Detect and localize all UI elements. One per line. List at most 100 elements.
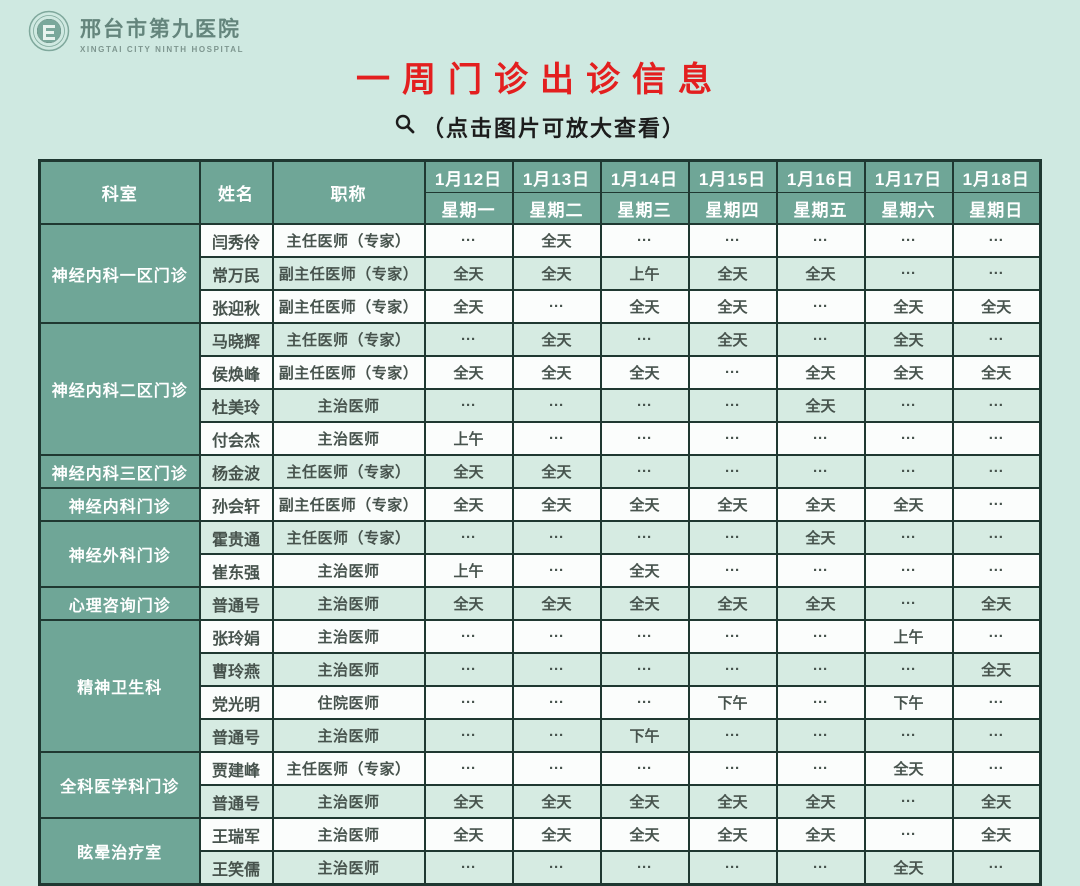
doctor-title-cell: 主治医师 xyxy=(271,718,426,753)
doctor-title-cell: 主治医师 xyxy=(271,421,426,456)
schedule-cell-day4: 全天 xyxy=(687,487,778,522)
schedule-cell-day1: 上午 xyxy=(423,553,514,588)
schedule-cell-day4: 全天 xyxy=(687,586,778,621)
schedule-cell-day7: 全天 xyxy=(951,586,1042,621)
table-row: 眩晕治疗室 王瑞军 主治医师 全天 全天 全天 全天 全天 ··· 全天 xyxy=(38,817,1042,886)
schedule-cell-day1: ··· xyxy=(423,520,514,555)
schedule-cell-day1: 全天 xyxy=(423,586,514,621)
day-weekday-header-5: 星期五 xyxy=(775,192,866,225)
hospital-logo-icon xyxy=(28,10,70,57)
schedule-cell-day5: ··· xyxy=(775,421,866,456)
schedule-cell-day2: 全天 xyxy=(511,223,602,258)
schedule-cell-day4: ··· xyxy=(687,718,778,753)
schedule-cell-day4: 下午 xyxy=(687,685,778,720)
table-row: 党光明 住院医师 ··· ··· ··· 下午 ··· 下午 ··· xyxy=(40,685,1042,720)
schedule-cell-day6: ··· xyxy=(863,652,954,687)
schedule-cell-day2: ··· xyxy=(511,520,602,555)
schedule-cell-day1: ··· xyxy=(423,751,514,786)
schedule-cell-day2: ··· xyxy=(511,718,602,753)
doctor-name-cell: 侯焕峰 xyxy=(198,355,274,390)
schedule-cell-day2: ··· xyxy=(511,619,602,654)
table-row: 精神卫生科 张玲娟 主治医师 ··· ··· ··· ··· ··· 上午 ··· xyxy=(38,619,1042,753)
doctor-name-cell: 崔东强 xyxy=(198,553,274,588)
col-header-name: 姓名 xyxy=(198,159,274,225)
schedule-cell-day2: ··· xyxy=(511,388,602,423)
department-cell: 神经内科门诊 xyxy=(38,487,201,522)
schedule-cell-day5: 全天 xyxy=(775,586,866,621)
schedule-cell-day7: 全天 xyxy=(951,784,1042,819)
header-row-dates: 科室 姓名 职称 1月12日 1月13日 1月14日 1月15日 1月16日 1月17日 1… xyxy=(38,159,1042,225)
day-weekday-header-3: 星期三 xyxy=(599,192,690,225)
schedule-cell-day3: 全天 xyxy=(599,553,690,588)
schedule-cell-day3: 下午 xyxy=(599,718,690,753)
doctor-name-cell: 闫秀伶 xyxy=(198,223,274,258)
schedule-cell-day4: ··· xyxy=(687,520,778,555)
schedule-cell-day2: 全天 xyxy=(511,454,602,489)
schedule-cell-day6: 下午 xyxy=(863,685,954,720)
doctor-title-cell: 主任医师（专家） xyxy=(271,454,426,489)
schedule-cell-day1: 全天 xyxy=(423,817,514,852)
schedule-cell-day5: ··· xyxy=(775,685,866,720)
schedule-cell-day6: ··· xyxy=(863,520,954,555)
schedule-cell-day5: ··· xyxy=(775,652,866,687)
day-date-header-7: 1月18日 xyxy=(951,159,1042,193)
day-weekday-header-2: 星期二 xyxy=(511,192,602,225)
schedule-cell-day7: ··· xyxy=(951,553,1042,588)
department-cell: 神经内科二区门诊 xyxy=(38,322,201,456)
schedule-cell-day1: 全天 xyxy=(423,289,514,324)
hospital-brand: 邢台市第九医院 XINGTAI CITY NINTH HOSPITAL xyxy=(28,10,244,57)
doctor-title-cell: 主任医师（专家） xyxy=(271,751,426,786)
doctor-name-cell: 马晓辉 xyxy=(198,322,274,357)
schedule-cell-day7: 全天 xyxy=(951,817,1042,852)
weekly-schedule-table[interactable]: 科室 姓名 职称 1月12日 1月13日 1月14日 1月15日 1月16日 1月17日 1… xyxy=(38,159,1042,886)
schedule-cell-day3: ··· xyxy=(599,421,690,456)
schedule-cell-day6: 全天 xyxy=(863,322,954,357)
table-row: 杜美玲 主治医师 ··· ··· ··· ··· 全天 ··· ··· xyxy=(40,388,1042,423)
schedule-cell-day4: ··· xyxy=(687,553,778,588)
doctor-name-cell: 普通号 xyxy=(198,718,274,753)
schedule-cell-day5: 全天 xyxy=(775,388,866,423)
schedule-cell-day3: 全天 xyxy=(599,784,690,819)
table-row: 普通号 主治医师 全天 全天 全天 全天 全天 ··· 全天 xyxy=(40,784,1042,819)
schedule-cell-day2: 全天 xyxy=(511,784,602,819)
doctor-name-cell: 党光明 xyxy=(198,685,274,720)
day-weekday-header-6: 星期六 xyxy=(863,192,954,225)
title-block: 一周门诊出诊信息 （点击图片可放大查看） xyxy=(0,0,1080,143)
department-cell: 全科医学科门诊 xyxy=(38,751,201,819)
schedule-cell-day1: 全天 xyxy=(423,256,514,291)
schedule-cell-day5: 全天 xyxy=(775,256,866,291)
schedule-cell-day6: ··· xyxy=(863,718,954,753)
doctor-title-cell: 主治医师 xyxy=(271,850,426,886)
schedule-cell-day3: ··· xyxy=(599,322,690,357)
schedule-cell-day3: ··· xyxy=(599,454,690,489)
schedule-cell-day5: ··· xyxy=(775,289,866,324)
schedule-cell-day5: ··· xyxy=(775,454,866,489)
doctor-title-cell: 主任医师（专家） xyxy=(271,322,426,357)
table-row: 神经外科门诊 霍贵通 主任医师（专家） ··· ··· ··· ··· 全天 ··· ··· xyxy=(38,520,1042,588)
doctor-name-cell: 王瑞军 xyxy=(198,817,274,852)
doctor-title-cell: 主治医师 xyxy=(271,817,426,852)
doctor-name-cell: 张迎秋 xyxy=(198,289,274,324)
schedule-cell-day7: ··· xyxy=(951,256,1042,291)
schedule-cell-day6: ··· xyxy=(863,421,954,456)
schedule-cell-day3: ··· xyxy=(599,850,690,886)
schedule-cell-day3: 全天 xyxy=(599,817,690,852)
schedule-cell-day5: ··· xyxy=(775,223,866,258)
schedule-cell-day6: 全天 xyxy=(863,355,954,390)
schedule-cell-day7: ··· xyxy=(951,322,1042,357)
schedule-cell-day7: ··· xyxy=(951,388,1042,423)
schedule-cell-day1: ··· xyxy=(423,322,514,357)
schedule-cell-day4: ··· xyxy=(687,652,778,687)
doctor-title-cell: 主治医师 xyxy=(271,388,426,423)
department-cell: 精神卫生科 xyxy=(38,619,201,753)
doctor-title-cell: 副主任医师（专家） xyxy=(271,487,426,522)
schedule-cell-day4: ··· xyxy=(687,421,778,456)
doctor-title-cell: 主任医师（专家） xyxy=(271,223,426,258)
day-date-header-1: 1月12日 xyxy=(423,159,514,193)
schedule-cell-day2: ··· xyxy=(511,289,602,324)
schedule-cell-day4: ··· xyxy=(687,751,778,786)
schedule-cell-day4: ··· xyxy=(687,619,778,654)
department-cell: 神经内科三区门诊 xyxy=(38,454,201,489)
schedule-cell-day1: 全天 xyxy=(423,487,514,522)
schedule-cell-day3: 全天 xyxy=(599,289,690,324)
